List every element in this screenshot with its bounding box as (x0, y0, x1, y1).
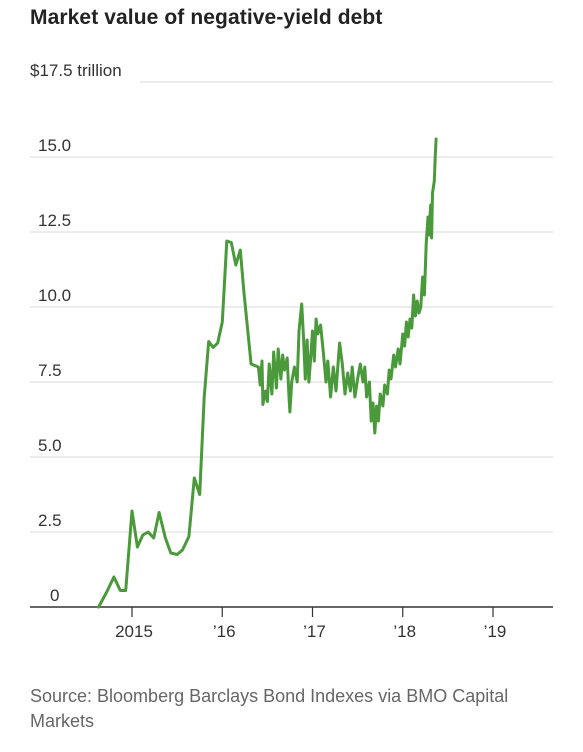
x-tick-label: ’19 (484, 622, 507, 641)
x-axis: 2015 ’16 ’17 ’18 ’19 (30, 606, 553, 641)
x-tick-label: ’17 (303, 622, 326, 641)
y-tick-label: 0 (50, 586, 59, 605)
series-group (97, 137, 438, 609)
y-axis-ticks: $17.5 trillion 0 2.5 5.0 7.5 10.0 12.5 15.0 (30, 61, 122, 605)
y-tick-label: 7.5 (38, 361, 62, 380)
series-line (97, 137, 438, 609)
y-axis-unit-label: $17.5 trillion (30, 61, 122, 80)
source-note: Source: Bloomberg Barclays Bond Indexes … (30, 686, 509, 731)
y-tick-label: 12.5 (38, 211, 71, 230)
x-tick-label: ’18 (393, 622, 416, 641)
x-tick-label: 2015 (115, 622, 153, 641)
line-chart: $17.5 trillion 0 2.5 5.0 7.5 10.0 12.5 15.0 201… (30, 61, 553, 641)
x-tick-label: ’16 (213, 622, 236, 641)
y-tick-label: 10.0 (38, 286, 71, 305)
y-tick-label: 5.0 (38, 436, 62, 455)
y-tick-label: 15.0 (38, 136, 71, 155)
y-tick-label: 2.5 (38, 511, 62, 530)
gridlines (30, 81, 553, 533)
chart-title: Market value of negative-yield debt (30, 6, 383, 29)
